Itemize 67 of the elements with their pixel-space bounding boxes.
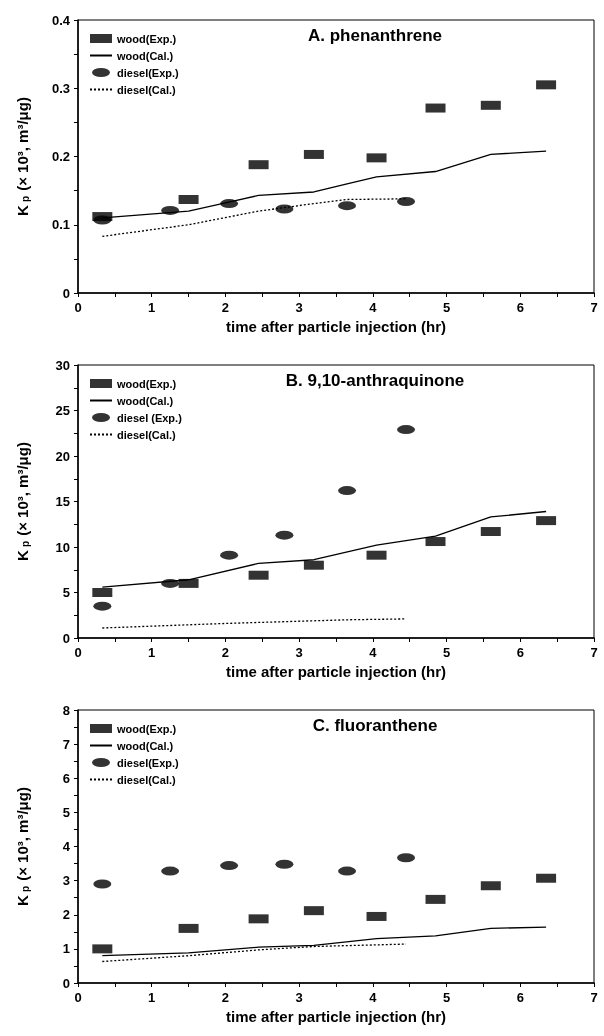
y-tick-label: 20 (55, 448, 70, 464)
x-tick-label: 1 (148, 300, 156, 315)
legend-label: diesel(Cal.) (117, 83, 177, 96)
x-tick-label: 5 (442, 990, 451, 1005)
y-tick-label: 0 (62, 285, 70, 301)
y-tick-label: 7 (62, 736, 70, 752)
legend-label: diesel(Exp.) (117, 756, 180, 769)
x-tick-label: 6 (516, 300, 524, 315)
chart-title: C. fluoranthene (312, 716, 438, 735)
y-tick-label: 5 (62, 585, 70, 600)
y-tick-label: 15 (55, 494, 70, 509)
legend-label: wood(Cal.) (116, 394, 174, 407)
y-tick-label: 4 (62, 839, 71, 854)
legend-label: diesel (Exp.) (117, 411, 183, 424)
y-tick-label: 0 (62, 975, 70, 991)
x-tick-label: 3 (295, 645, 303, 660)
y-tick-label: 10 (55, 539, 70, 555)
x-tick-label: 2 (221, 300, 230, 315)
x-tick-label: 5 (442, 300, 451, 315)
x-tick-label: 0 (74, 990, 82, 1005)
y-tick-label: 1 (62, 941, 70, 957)
legend-label: wood(Exp.) (116, 32, 177, 45)
x-tick-label: 3 (295, 300, 303, 315)
x-tick-label: 0 (74, 300, 82, 315)
y-tick-label: 3 (62, 873, 70, 889)
legend-label: diesel(Cal.) (117, 428, 177, 441)
y-tick-label: 0 (62, 630, 70, 646)
legend-label: wood(Cal.) (116, 49, 174, 62)
x-axis-title: time after particle injection (hr) (225, 1007, 447, 1025)
y-tick-label: 0.3 (51, 80, 70, 96)
x-tick-label: 7 (590, 300, 598, 315)
y-tick-label: 2 (62, 907, 70, 923)
legend-label: diesel(Cal.) (117, 773, 177, 786)
y-axis-title: Kp (× 10³, m³/μg) (13, 442, 31, 561)
x-tick-label: 2 (221, 645, 230, 660)
y-axis-title: Kp (× 10³, m³/μg) (13, 97, 31, 216)
line-series (101, 618, 407, 629)
x-tick-label: 4 (369, 990, 378, 1005)
y-tick-label: 0.4 (51, 12, 71, 28)
y-tick-label: 25 (55, 403, 70, 418)
x-tick-label: 0 (74, 645, 82, 660)
x-axis-title: time after particle injection (hr) (225, 317, 447, 335)
x-tick-label: 1 (148, 645, 156, 660)
x-tick-label: 5 (442, 645, 451, 660)
y-tick-label: 8 (62, 702, 70, 718)
x-tick-label: 4 (369, 300, 378, 315)
x-tick-label: 6 (516, 990, 524, 1005)
x-tick-label: 6 (516, 645, 524, 660)
x-tick-label: 1 (148, 990, 156, 1005)
legend-label: wood(Exp.) (116, 377, 177, 390)
y-tick-label: 0.1 (51, 217, 70, 233)
chart-title: A. phenanthrene (307, 26, 443, 45)
legend-label: wood(Exp.) (116, 722, 177, 735)
x-tick-label: 7 (590, 645, 598, 660)
y-tick-label: 30 (55, 357, 70, 373)
x-tick-label: 4 (369, 645, 378, 660)
legend-label: wood(Cal.) (116, 739, 174, 752)
y-axis-title: Kp (× 10³, m³/μg) (13, 787, 31, 906)
y-tick-label: 0.2 (51, 149, 70, 164)
x-axis-title: time after particle injection (hr) (225, 662, 447, 680)
y-tick-label: 5 (62, 804, 70, 820)
y-tick-label: 6 (62, 770, 70, 786)
x-tick-label: 2 (221, 990, 230, 1005)
legend-label: diesel(Exp.) (117, 66, 180, 79)
x-tick-label: 7 (590, 990, 598, 1005)
chart-title: B. 9,10-anthraquinone (285, 371, 465, 390)
x-tick-label: 3 (295, 990, 303, 1005)
